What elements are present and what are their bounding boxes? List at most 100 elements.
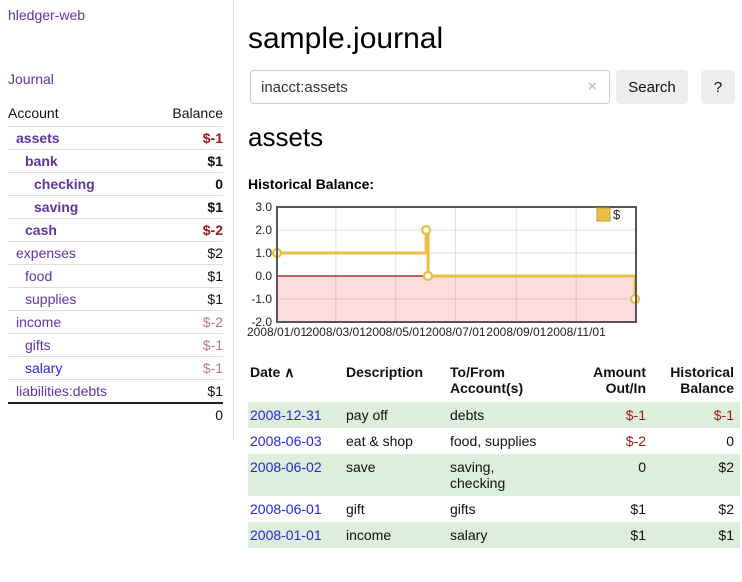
account-link-liabilities-debts[interactable]: liabilities:debts: [16, 383, 108, 399]
transaction-amount: $-1: [625, 407, 646, 423]
register-row: 2008-01-01 income salary $1 $1: [248, 522, 740, 548]
account-row-liabilities-debts: liabilities:debts $1: [8, 379, 223, 403]
svg-text:2008/09/01: 2008/09/01: [486, 325, 546, 339]
sidebar-item-journal[interactable]: Journal: [8, 71, 54, 87]
search-bar: × Search ?: [250, 70, 742, 104]
transaction-balance: $2: [718, 459, 734, 475]
accounts-total-value: 0: [150, 402, 223, 426]
transaction-date-link[interactable]: 2008-06-03: [250, 433, 322, 449]
transaction-amount: $1: [630, 527, 646, 543]
transaction-description: save: [346, 459, 376, 475]
account-link-income[interactable]: income: [16, 314, 62, 330]
account-link-gifts[interactable]: gifts: [25, 337, 51, 353]
account-link-expenses[interactable]: expenses: [16, 245, 76, 261]
transaction-accounts: salary: [450, 527, 488, 543]
transaction-date-link[interactable]: 2008-12-31: [250, 407, 322, 423]
account-row-supplies: supplies $1: [8, 287, 223, 311]
svg-text:3.0: 3.0: [255, 200, 272, 214]
account-balance: $-1: [150, 356, 223, 380]
svg-text:2008/05/01: 2008/05/01: [366, 325, 426, 339]
chart-canvas: $3.0 2.0 1.0 0.0 -1.0 -2.02008/01/012008/03/0…: [247, 200, 641, 339]
transaction-balance: $-1: [713, 407, 734, 423]
account-row-saving: saving $1: [8, 195, 223, 219]
account-balance: $-2: [150, 218, 223, 242]
account-balance: 0: [150, 172, 223, 196]
svg-text:$: $: [613, 207, 621, 222]
account-balance: $-2: [150, 310, 223, 334]
transaction-amount: $1: [630, 501, 646, 517]
transaction-accounts: saving, checking: [450, 459, 506, 491]
account-link-food[interactable]: food: [25, 268, 53, 284]
register-header-accounts: To/From Account(s): [450, 364, 524, 396]
transaction-date-link[interactable]: 2008-01-01: [250, 527, 322, 543]
app-title-link[interactable]: hledger-web: [8, 7, 86, 23]
account-balance: $1: [150, 149, 223, 173]
svg-text:0.0: 0.0: [255, 269, 272, 283]
page-title: sample.journal: [248, 22, 444, 56]
account-row-assets: assets $-1: [8, 126, 223, 150]
main-content: sample.journal × Search ? assets Histori…: [245, 0, 742, 582]
transaction-accounts: food, supplies: [450, 433, 537, 449]
register-table: Date ∧ Description To/From Account(s) Am…: [248, 360, 740, 548]
transaction-description: gift: [346, 501, 365, 517]
transaction-date-link[interactable]: 2008-06-02: [250, 459, 322, 475]
transaction-description: pay off: [346, 407, 388, 423]
transaction-date-link[interactable]: 2008-06-01: [250, 501, 322, 517]
transaction-balance: 0: [726, 433, 734, 449]
transaction-amount: 0: [638, 459, 646, 475]
account-row-expenses: expenses $2: [8, 241, 223, 265]
account-balance: $1: [150, 264, 223, 288]
search-button[interactable]: Search: [616, 70, 688, 104]
chart-title: Historical Balance:: [248, 176, 375, 192]
search-input[interactable]: [250, 70, 610, 104]
account-row-gifts: gifts $-1: [8, 333, 223, 357]
account-link-saving[interactable]: saving: [34, 199, 79, 215]
account-row-food: food $1: [8, 264, 223, 288]
account-link-assets[interactable]: assets: [16, 130, 60, 146]
register-header-amount: Amount Out/In: [593, 364, 646, 396]
register-header-balance: Historical Balance: [670, 364, 734, 396]
historical-balance-chart[interactable]: $3.0 2.0 1.0 0.0 -1.0 -2.0 2008/01/01 2008/03/0…: [245, 200, 641, 342]
account-link-supplies[interactable]: supplies: [25, 291, 77, 307]
account-link-cash[interactable]: cash: [25, 222, 57, 238]
accounts-header-account: Account: [8, 105, 59, 121]
svg-text:2008/03/01: 2008/03/01: [306, 325, 366, 339]
accounts-table: Account Balance assets $-1 bank $1 check…: [8, 102, 223, 426]
accounts-header-balance: Balance: [172, 105, 223, 121]
svg-text:2008/11/01: 2008/11/01: [547, 325, 606, 339]
account-row-bank: bank $1: [8, 149, 223, 173]
svg-text:1.0: 1.0: [255, 246, 272, 260]
account-balance: $2: [150, 241, 223, 265]
transaction-balance: $2: [718, 501, 734, 517]
sidebar: hledger-web Journal Account Balance asse…: [0, 0, 233, 582]
svg-text:-1.0: -1.0: [251, 292, 272, 306]
accounts-total-row: 0: [8, 402, 223, 426]
sort-ascending-icon: ∧: [284, 364, 295, 380]
account-balance: $1: [150, 379, 223, 403]
svg-text:2008/01/01: 2008/01/01: [247, 325, 307, 339]
register-row: 2008-06-03 eat & shop food, supplies $-2…: [248, 428, 740, 454]
account-heading: assets: [248, 122, 324, 152]
account-row-checking: checking 0: [8, 172, 223, 196]
register-row: 2008-06-02 save saving, checking 0 $2: [248, 454, 740, 496]
account-link-bank[interactable]: bank: [25, 153, 58, 169]
transaction-balance: $1: [718, 527, 734, 543]
sidebar-divider: [233, 0, 234, 438]
account-balance: $1: [150, 287, 223, 311]
help-button[interactable]: ?: [701, 70, 735, 104]
svg-text:2008/07/01: 2008/07/01: [425, 325, 485, 339]
svg-text:-2.0: -2.0: [251, 315, 272, 329]
clear-search-icon[interactable]: ×: [588, 78, 597, 95]
account-row-cash: cash $-2: [8, 218, 223, 242]
account-link-salary[interactable]: salary: [25, 360, 63, 376]
account-balance: $-1: [150, 333, 223, 357]
transaction-description: income: [346, 527, 392, 543]
account-balance: $-1: [150, 126, 223, 150]
register-header-date[interactable]: Date ∧: [250, 364, 295, 380]
svg-text:2.0: 2.0: [255, 223, 272, 237]
register-row: 2008-06-01 gift gifts $1 $2: [248, 496, 740, 522]
transaction-amount: $-2: [625, 433, 646, 449]
account-link-checking[interactable]: checking: [34, 176, 95, 192]
register-row: 2008-12-31 pay off debts $-1 $-1: [248, 402, 740, 428]
account-row-income: income $-2: [8, 310, 223, 334]
